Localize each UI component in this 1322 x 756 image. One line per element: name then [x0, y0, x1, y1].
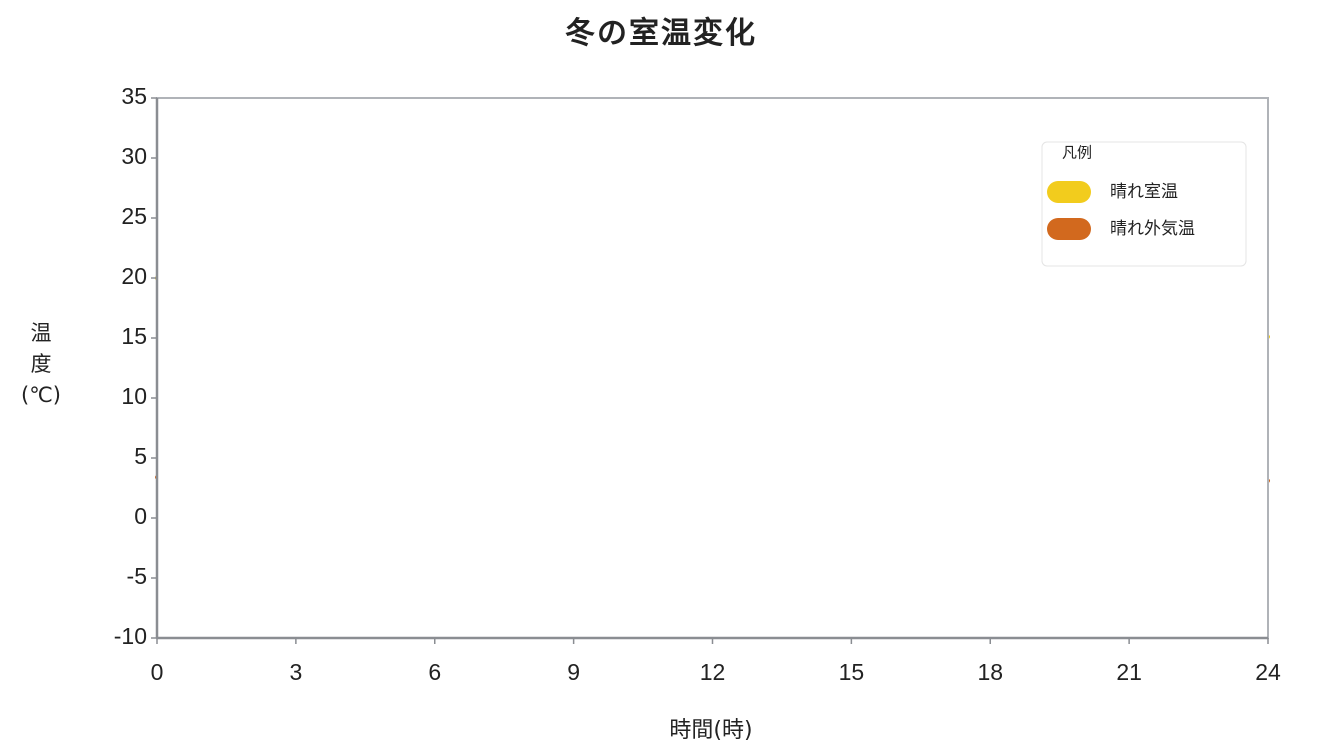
y-tick-label: 30: [121, 143, 147, 169]
x-tick-label: 0: [151, 659, 164, 685]
y-tick-label: 20: [121, 263, 147, 289]
x-tick-label: 21: [1116, 659, 1142, 685]
y-tick-label: 0: [134, 503, 147, 529]
x-tick-label: 24: [1255, 659, 1281, 685]
x-tick-label: 15: [839, 659, 865, 685]
y-axis-label-line: 温: [30, 321, 52, 345]
legend-label-1: 晴れ外気温: [1110, 219, 1195, 239]
x-tick-label: 18: [977, 659, 1003, 685]
y-axis-label-line: (℃): [21, 383, 61, 407]
y-tick-label: 10: [121, 383, 147, 409]
x-tick-label: 3: [289, 659, 302, 685]
y-tick-label: 5: [134, 443, 147, 469]
legend: 凡例 晴れ室温 晴れ外気温: [1041, 141, 1247, 267]
y-tick-label: 15: [121, 323, 147, 349]
x-tick-label: 6: [428, 659, 441, 685]
y-tick-label: 35: [121, 83, 147, 109]
legend-swatch-0: [1047, 181, 1091, 203]
legend-title: 凡例: [1062, 144, 1092, 162]
legend-swatch-1: [1047, 218, 1091, 240]
y-axis-label: 温 度 (℃): [14, 318, 68, 411]
y-axis-label-line: 度: [30, 352, 52, 376]
legend-label-0: 晴れ室温: [1110, 182, 1178, 202]
y-tick-label: -10: [114, 623, 147, 649]
x-tick-label: 9: [567, 659, 580, 685]
chart-title: 冬の室温変化: [565, 16, 757, 51]
x-tick-label: 12: [700, 659, 726, 685]
y-tick-label: 25: [121, 203, 147, 229]
y-tick-label: -5: [127, 563, 147, 589]
x-axis-label: 時間(時): [669, 718, 753, 743]
legend-box: [1041, 141, 1247, 267]
